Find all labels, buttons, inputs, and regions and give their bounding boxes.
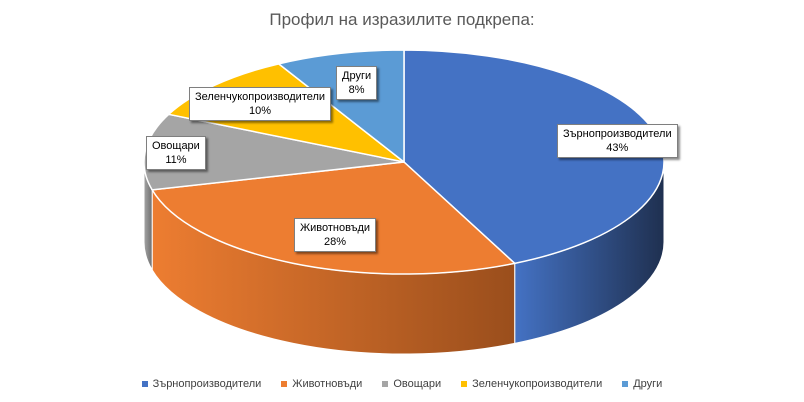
- legend-item-зърнопроизводители: Зърнопроизводители: [141, 378, 262, 390]
- data-label-percent: 28%: [324, 236, 347, 248]
- legend-label: Зърнопроизводители: [152, 378, 262, 390]
- data-label-category: Зърнопроизводители: [563, 128, 672, 140]
- data-label-други: Други 8%: [336, 66, 378, 100]
- data-label-percent: 8%: [348, 84, 365, 96]
- legend-swatch: [622, 381, 629, 387]
- data-label-category: Други: [342, 70, 372, 82]
- chart-title: Профил на изразилите подкрепа:: [269, 10, 535, 29]
- data-label-овощари: Овощари 11%: [146, 136, 206, 170]
- legend-swatch: [281, 381, 288, 387]
- data-label-percent: 11%: [165, 154, 187, 166]
- data-label-зеленчукопроизводители: Зеленчукопроизводители 10%: [189, 87, 332, 121]
- legend-item-други: Други: [622, 378, 662, 390]
- legend-item-зеленчукопроизводители: Зеленчукопроизводители: [461, 378, 602, 390]
- legend-label: Зеленчукопроизводители: [472, 378, 603, 390]
- legend: Зърнопроизводители Животновъди Овощари Зеле…: [0, 378, 804, 390]
- data-label-category: Зеленчукопроизводители: [195, 91, 326, 103]
- legend-swatch: [141, 381, 148, 387]
- legend-item-овощари: Овощари: [382, 378, 441, 390]
- legend-swatch: [461, 381, 468, 387]
- legend-swatch: [382, 381, 389, 387]
- data-label-зърнопроизводители: Зърнопроизводители 43%: [557, 124, 678, 158]
- data-label-category: Животновъди: [300, 222, 371, 234]
- data-label-percent: 43%: [606, 142, 629, 154]
- slice-животновъди: [150, 161, 517, 275]
- data-label-category: Овощари: [152, 140, 200, 152]
- legend-label: Други: [633, 378, 663, 390]
- data-label-животновъди: Животновъди 28%: [294, 218, 377, 252]
- legend-label: Овощари: [393, 378, 442, 390]
- data-label-percent: 10%: [249, 105, 272, 117]
- legend-item-животновъди: Животновъди: [281, 378, 362, 390]
- slice-овощари: [143, 113, 405, 191]
- legend-label: Животновъди: [292, 378, 363, 390]
